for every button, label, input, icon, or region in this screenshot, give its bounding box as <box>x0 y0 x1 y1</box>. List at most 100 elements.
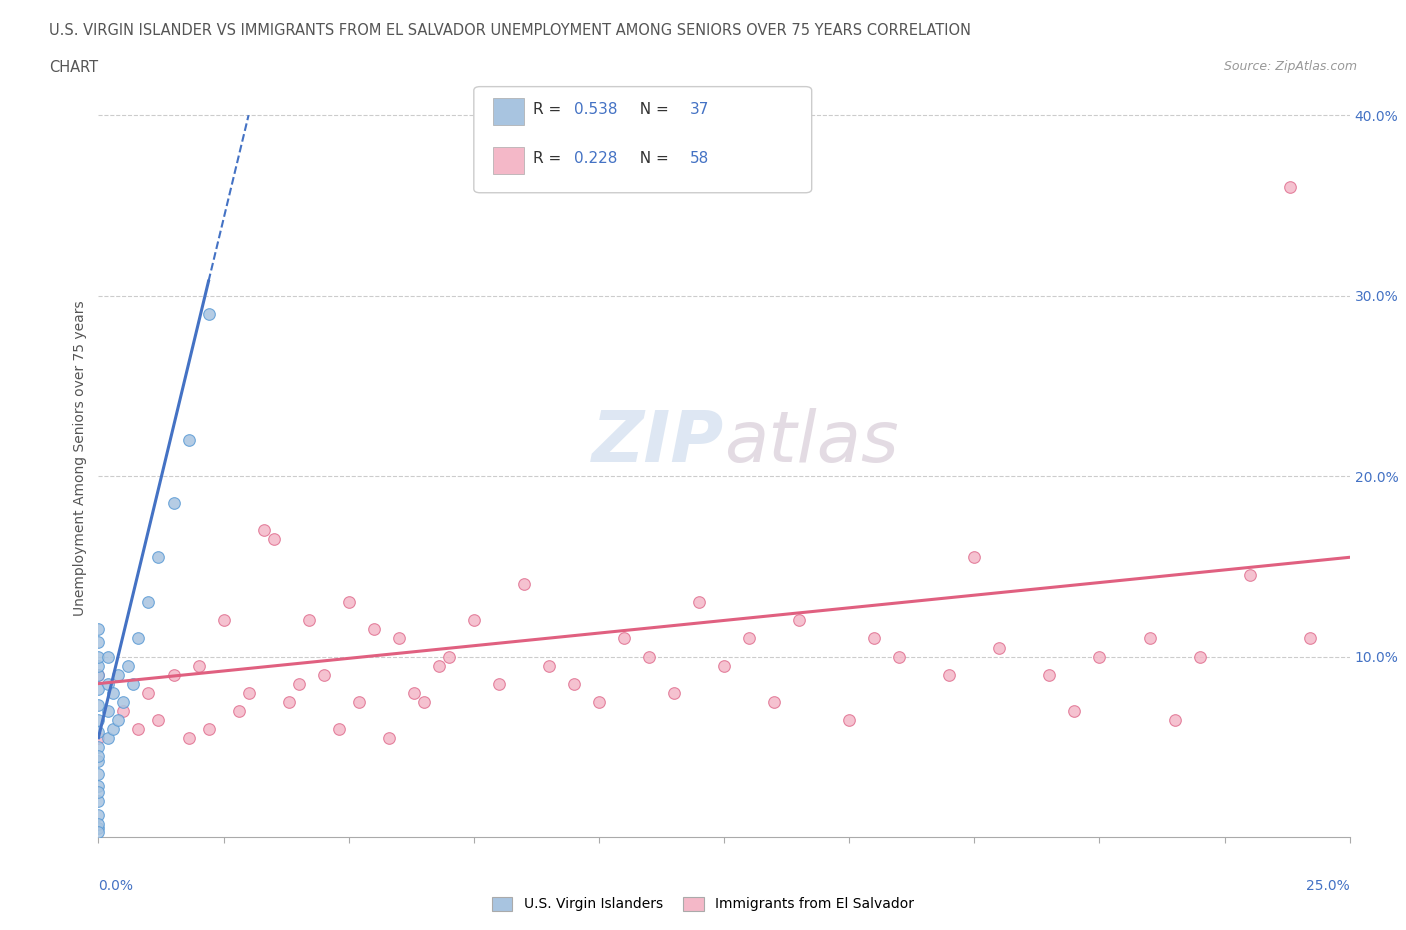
Point <box>889 649 911 664</box>
Point <box>87 730 110 745</box>
Text: 25.0%: 25.0% <box>1306 879 1350 893</box>
Text: N =: N = <box>630 152 673 166</box>
Point <box>537 658 560 673</box>
Point <box>513 577 536 591</box>
Point <box>87 658 110 673</box>
Point <box>212 613 235 628</box>
Legend: U.S. Virgin Islanders, Immigrants from El Salvador: U.S. Virgin Islanders, Immigrants from E… <box>485 890 921 919</box>
Point <box>87 622 110 637</box>
Point <box>97 730 120 745</box>
Point <box>187 658 209 673</box>
Point <box>312 667 335 682</box>
Point <box>112 694 135 709</box>
Point <box>87 749 110 764</box>
Point <box>87 667 110 682</box>
Point <box>298 613 321 628</box>
Point <box>117 658 139 673</box>
Point <box>838 712 860 727</box>
Point <box>87 724 110 739</box>
Point <box>87 824 110 839</box>
Point <box>988 640 1011 655</box>
FancyBboxPatch shape <box>474 86 811 193</box>
Point <box>87 766 110 781</box>
Point <box>148 712 170 727</box>
Text: U.S. VIRGIN ISLANDER VS IMMIGRANTS FROM EL SALVADOR UNEMPLOYMENT AMONG SENIORS O: U.S. VIRGIN ISLANDER VS IMMIGRANTS FROM … <box>49 23 972 38</box>
Point <box>1299 631 1322 646</box>
Text: 0.538: 0.538 <box>574 102 617 117</box>
Point <box>562 676 585 691</box>
Point <box>228 703 250 718</box>
Point <box>87 820 110 835</box>
Point <box>87 739 110 754</box>
Point <box>763 694 786 709</box>
Point <box>1278 179 1301 194</box>
Point <box>488 676 510 691</box>
Point <box>87 649 110 664</box>
Point <box>87 793 110 808</box>
Point <box>97 703 120 718</box>
Point <box>87 753 110 768</box>
Point <box>162 496 184 511</box>
Point <box>127 722 149 737</box>
Point <box>1063 703 1085 718</box>
Point <box>1088 649 1111 664</box>
Point <box>1163 712 1185 727</box>
Point <box>177 432 200 447</box>
Point <box>738 631 761 646</box>
Point <box>107 667 129 682</box>
Point <box>377 730 399 745</box>
Text: 37: 37 <box>690 102 710 117</box>
Point <box>938 667 960 682</box>
Point <box>287 676 309 691</box>
Point <box>787 613 810 628</box>
Point <box>1139 631 1161 646</box>
FancyBboxPatch shape <box>492 147 524 174</box>
Point <box>87 682 110 697</box>
Point <box>148 550 170 565</box>
Text: 0.228: 0.228 <box>574 152 617 166</box>
Point <box>103 722 125 737</box>
Point <box>97 676 120 691</box>
FancyBboxPatch shape <box>492 98 524 125</box>
Text: atlas: atlas <box>724 408 898 477</box>
Point <box>437 649 460 664</box>
Point <box>388 631 411 646</box>
Point <box>412 694 434 709</box>
Point <box>87 817 110 831</box>
Point <box>337 595 360 610</box>
Point <box>122 676 145 691</box>
Text: R =: R = <box>533 102 565 117</box>
Point <box>97 649 120 664</box>
Point <box>87 667 110 682</box>
Text: ZIP: ZIP <box>592 408 724 477</box>
Point <box>87 712 110 727</box>
Point <box>238 685 260 700</box>
Point <box>162 667 184 682</box>
Point <box>588 694 610 709</box>
Point <box>87 698 110 712</box>
Point <box>1188 649 1211 664</box>
Text: N =: N = <box>630 102 673 117</box>
Point <box>638 649 661 664</box>
Point <box>138 595 160 610</box>
Point <box>138 685 160 700</box>
Text: R =: R = <box>533 152 565 166</box>
Text: CHART: CHART <box>49 60 98 75</box>
Point <box>252 523 274 538</box>
Point <box>427 658 450 673</box>
Point <box>402 685 425 700</box>
Point <box>112 703 135 718</box>
Point <box>87 779 110 794</box>
Point <box>688 595 710 610</box>
Point <box>87 808 110 823</box>
Point <box>277 694 299 709</box>
Point <box>613 631 636 646</box>
Point <box>347 694 370 709</box>
Point <box>363 622 385 637</box>
Point <box>177 730 200 745</box>
Point <box>127 631 149 646</box>
Point <box>1239 568 1261 583</box>
Point <box>863 631 886 646</box>
Point <box>197 722 219 737</box>
Point <box>103 685 125 700</box>
